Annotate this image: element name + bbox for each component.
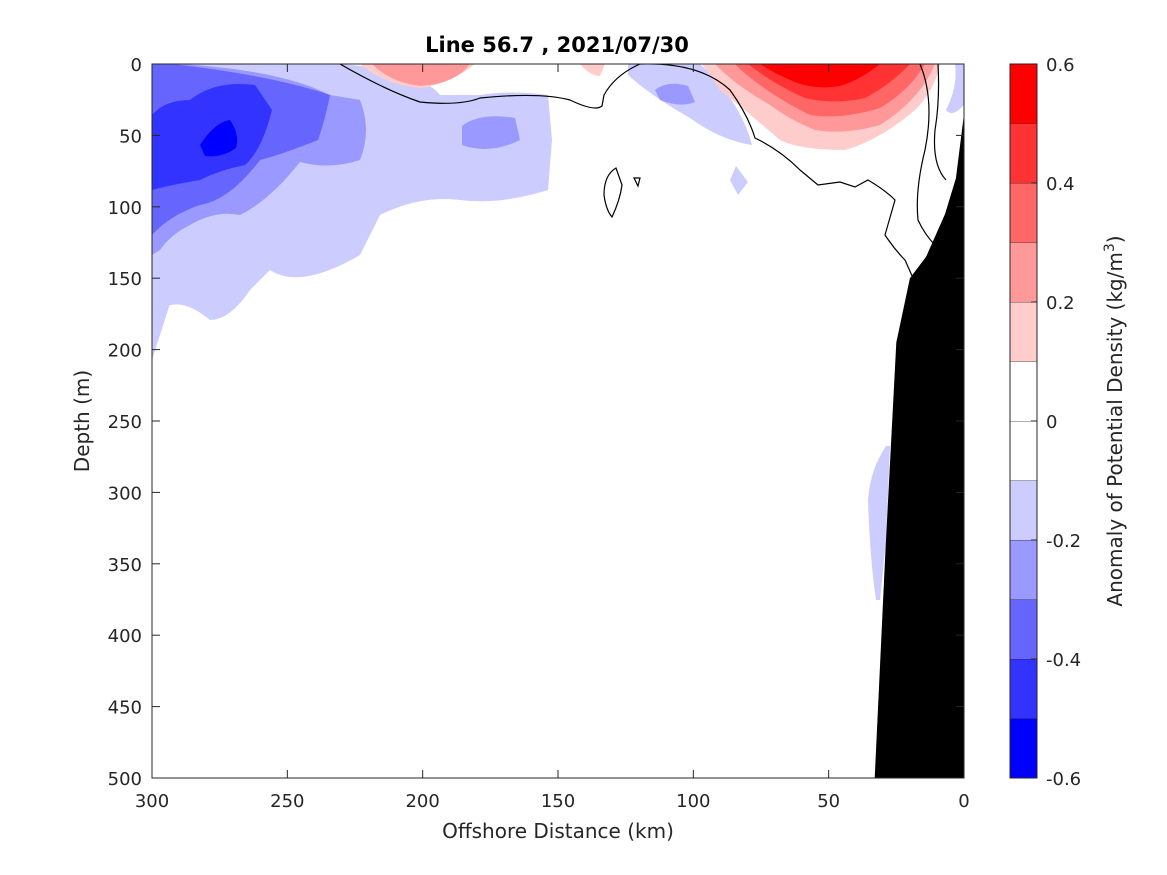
x-tick-label: 200 [405,791,439,812]
colorbar-ticks: 0.6 0.4 0.2 0 -0.2 -0.4 -0.6 [1031,55,1081,790]
colorbar-tick-label: 0.4 [1046,174,1075,195]
zero-contour-line [633,177,641,188]
y-tick-label: 250 [108,412,142,433]
x-axis: 300 250 200 150 100 50 0 [135,64,970,812]
colorbar-label-close: ) [1103,235,1127,243]
x-tick-label: 150 [541,791,575,812]
colorbar-swatch [1010,361,1037,421]
colorbar-swatch [1010,183,1037,243]
colorbar-swatch [1010,540,1037,600]
colorbar-tick-label: -0.6 [1046,769,1081,790]
colorbar-label-sup: 3 [1102,243,1118,252]
colorbar-swatch [1010,659,1037,719]
contour-fill-neg-0-2 [655,83,695,105]
zero-contour-line [933,64,947,181]
y-tick-label: 0 [131,55,142,76]
y-axis: 0 50 100 150 200 250 300 350 400 450 500 [108,55,964,790]
y-tick-label: 500 [108,769,142,790]
contour-fill-neg-0-1 [152,288,175,360]
y-axis-label: Depth (m) [70,370,94,472]
colorbar-swatch [1010,302,1037,362]
contour-fill-neg-0-1 [730,166,748,195]
y-tick-label: 300 [108,483,142,504]
bathymetry-landmass [874,114,964,778]
contour-fill-neg-0-5 [200,120,238,157]
x-tick-label: 100 [676,791,710,812]
colorbar-swatch [1010,64,1037,124]
colorbar-swatch [1010,242,1037,302]
zero-contour-line [603,167,623,219]
y-tick-label: 150 [108,269,142,290]
colorbar-swatch [1010,718,1037,778]
contour-fill-neg-0-1 [868,446,890,600]
contour-fill-neg-0-2 [462,116,520,149]
chart-title: Line 56.7 , 2021/07/30 [425,33,689,57]
colorbar-label: Anomaly of Potential Density (kg/m3) [1102,235,1127,606]
y-tick-label: 50 [119,126,142,147]
y-tick-label: 200 [108,341,142,362]
colorbar-swatch [1010,480,1037,540]
y-tick-label: 400 [108,626,142,647]
plot-area [152,64,964,778]
colorbar-swatch [1010,421,1037,481]
colorbar-tick-label: 0 [1046,412,1057,433]
contour-fill-neg-0-1 [946,64,964,114]
y-tick-label: 450 [108,698,142,719]
x-tick-label: 250 [270,791,304,812]
y-tick-label: 350 [108,555,142,576]
x-tick-label: 0 [958,791,969,812]
colorbar-tick-label: 0.6 [1046,55,1075,76]
contour-fill-pos-0-2 [372,64,470,86]
contour-fill-pos-0-1 [580,64,605,76]
x-tick-label: 50 [817,791,840,812]
contour-fill-pos-0-5 [760,64,880,88]
colorbar-swatch [1010,599,1037,659]
x-tick-label: 300 [135,791,169,812]
zero-contour-line [916,64,936,246]
y-tick-label: 100 [108,198,142,219]
colorbar-tick-label: -0.4 [1046,650,1081,671]
colorbar-tick-label: -0.2 [1046,531,1081,552]
colorbar-swatch [1010,123,1037,183]
x-axis-label: Offshore Distance (km) [442,819,674,843]
colorbar-tick-label: 0.2 [1046,293,1075,314]
contour-fill-neg-0-1 [628,64,752,145]
zero-contour-line [339,64,914,279]
colorbar [1009,63,1038,779]
colorbar-label-main: Anomaly of Potential Density (kg/m [1103,252,1127,606]
